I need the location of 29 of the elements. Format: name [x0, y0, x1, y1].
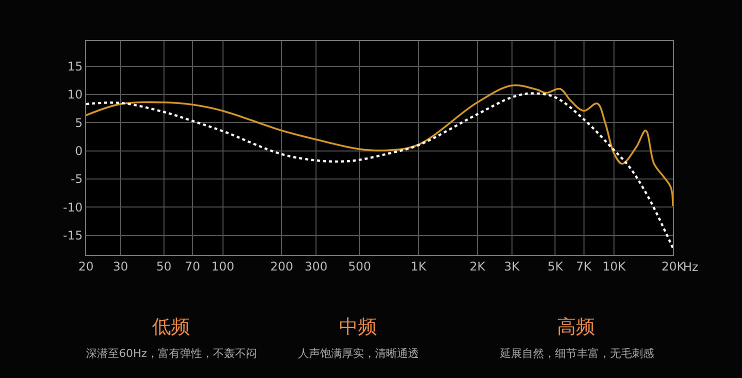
- x-tick-label: 10K: [602, 259, 627, 274]
- y-tick-label: 0: [74, 144, 83, 158]
- text: 深潜至60Hz，富有弹性，不轰不闷: [86, 347, 258, 360]
- y-tick-label: -10: [62, 200, 83, 214]
- x-tick-label: 200: [270, 259, 294, 274]
- text: 高频: [557, 316, 595, 338]
- text: 低频: [152, 316, 190, 338]
- x-tick-label: 5K: [547, 259, 564, 274]
- x-tick-label: 7K: [576, 259, 593, 274]
- text: 中频: [339, 316, 377, 338]
- y-tick-label: 15: [67, 60, 83, 74]
- y-tick-label: -5: [70, 172, 83, 186]
- y-tick-label: -15: [62, 228, 83, 242]
- x-tick-label: 300: [304, 259, 328, 274]
- x-tick-label: 50: [156, 259, 172, 274]
- x-tick-label: 20K: [661, 259, 686, 274]
- x-tick-label: 1K: [410, 259, 428, 274]
- y-tick-label: 10: [67, 88, 83, 102]
- text: 延展自然，细节丰富，无毛刺感: [499, 347, 654, 360]
- x-tick-label: 70: [184, 259, 200, 274]
- x-tick-label: 3K: [504, 259, 521, 274]
- x-tick-label: 2K: [470, 259, 486, 274]
- y-tick-label: 5: [74, 116, 83, 130]
- text: 人声饱满厚实，清晰通透: [298, 347, 419, 360]
- x-tick-label: 500: [348, 259, 371, 274]
- x-tick-label: 20: [78, 259, 94, 274]
- x-axis-title: Hz: [683, 260, 698, 274]
- x-tick-label: 100: [211, 259, 234, 274]
- x-tick-label: 30: [112, 259, 128, 274]
